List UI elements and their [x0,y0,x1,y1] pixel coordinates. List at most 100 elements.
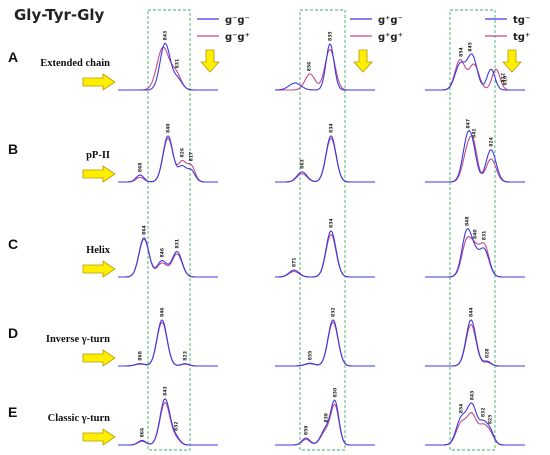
legends: g⁻g⁻ g⁻g⁺ g⁺g⁻ g⁺g⁺ tg⁻ tg⁺ [197,15,530,43]
legend-label: g⁻g⁻ [225,15,250,26]
legend-label: g⁺g⁻ [378,15,403,26]
series-line-2 [118,46,218,91]
series-line-2 [118,402,218,446]
peak-label: 828 [485,349,491,359]
peak-label: 846 [160,248,166,258]
row-letter: A [8,49,18,65]
series-line-2 [275,403,375,446]
series-line-1 [425,402,525,446]
down-arrow-icon [353,49,373,73]
peak-label: 835 [328,31,334,41]
guide-box-1 [147,9,191,451]
peak-label: 866 [140,428,146,438]
peak-label: 855 [308,351,314,361]
peak-label: 843 [163,31,169,41]
series-line-1 [425,228,525,278]
figure-title: Gly-Tyr-Gly [14,6,105,24]
row-label: Classic γ-turn [48,413,111,424]
peak-label: 817 [189,152,195,162]
spectrum-panel-D-1: 868 846 823 [118,307,218,367]
series-line-1 [118,319,218,367]
peak-label: 825 [488,415,494,425]
spectrum-panel-C-1: 864 846 831 [118,225,218,278]
peak-label: 843 [470,391,476,401]
row-label: Extended chain [40,58,110,69]
peak-label: 832 [331,307,337,317]
series-line-1 [118,135,218,183]
spectrum-panel-D-2: 855 832 [275,307,375,367]
series-line-1 [425,53,525,91]
peak-label: 845 [468,42,474,52]
series-line-2 [425,412,525,446]
peak-label: 824 [489,137,495,147]
spectrum-panel-E-1: 866 843 832 [118,386,218,446]
peak-label: 840 [473,229,479,239]
peak-label: 812 [501,73,507,83]
peak-label: 810 [503,76,509,86]
peak-label: 843 [163,386,169,396]
series-line-1 [275,230,375,278]
row-letter: D [8,325,18,341]
spectrum-panel-A-2: 856 835 [275,31,375,91]
peak-label: 832 [481,408,487,418]
series-line-1 [275,399,375,446]
peak-label: 846 [160,307,166,317]
right-arrow-icon [82,73,116,91]
row-label: pP-II [86,150,110,161]
peak-label: 834 [329,123,335,133]
series-line-2 [118,137,218,183]
spectrum-panel-E-2: 859 839 830 [275,388,375,446]
peak-label: 868 [138,351,144,361]
peak-label: 839 [324,413,330,423]
row-letter: B [8,141,18,157]
series-line-1 [425,319,525,367]
guide-box-2 [299,9,346,451]
spectrum-panel-D-3: 844 828 [425,307,525,367]
peak-label: 864 [142,225,148,235]
peak-label: 834 [329,218,335,228]
row-letter: E [8,404,17,420]
series-line-2 [275,321,375,367]
row-D: D Inverse γ-turn 868 846 823 855 832 844 828 [8,307,525,367]
legend-label: tg⁻ [513,15,530,26]
series-line-1 [275,319,375,367]
row-letter: C [8,236,18,252]
peak-label: 832 [174,421,180,431]
peak-label: 863 [300,159,306,169]
right-arrow-icon [82,428,116,446]
guide-box-3 [449,9,496,451]
series-line-2 [425,236,525,278]
series-line-2 [425,135,525,183]
peak-label: 831 [175,59,181,69]
peak-label: 841 [472,128,478,138]
right-arrow-icon [82,349,116,367]
down-arrow-icon [200,49,220,73]
peak-label: 840 [166,123,172,133]
spectrum-panel-A-1: 843 831 [118,31,218,91]
peak-label: 854 [459,47,465,57]
peak-label: 830 [333,388,339,398]
down-arrows [200,49,522,73]
peak-label: 859 [304,426,310,436]
series-line-1 [118,398,218,446]
right-arrow-icon [82,260,116,278]
peak-label: 848 [465,216,471,226]
peak-label: 831 [482,231,488,241]
series-line-1 [118,42,218,91]
series-line-2 [118,238,218,278]
series-line-1 [425,130,525,183]
peak-label: 831 [175,239,181,249]
peak-label: 847 [466,119,472,129]
peak-label: 826 [180,148,186,158]
legend-label: tg⁺ [513,32,530,43]
